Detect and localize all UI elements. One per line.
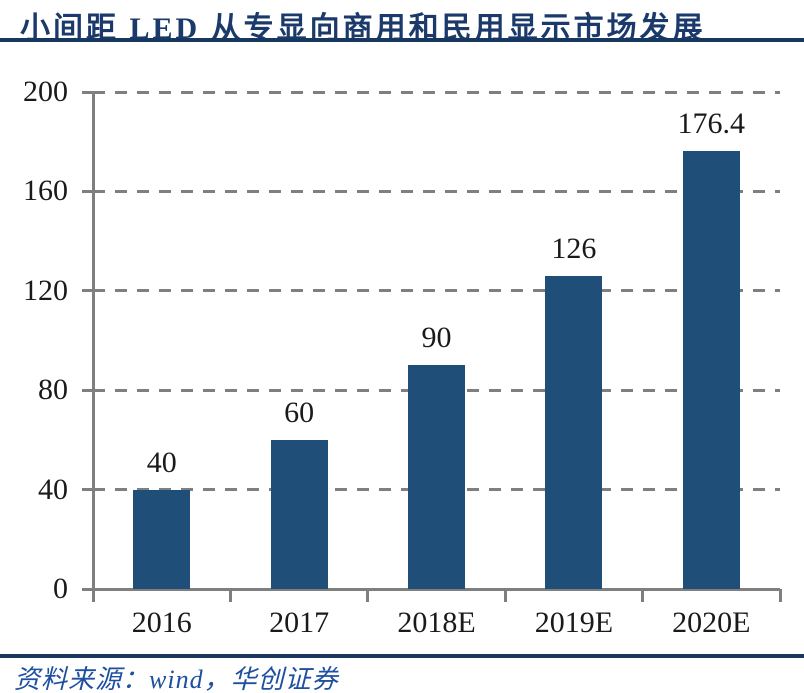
x-axis-category-label: 2018E xyxy=(397,606,476,639)
y-axis-tick-label: 160 xyxy=(23,174,68,208)
bar-value-label: 60 xyxy=(284,395,315,429)
y-axis-tick-label: 200 xyxy=(23,75,68,108)
x-axis-tick xyxy=(778,589,782,602)
x-axis-line xyxy=(93,588,780,591)
source-note: 资料来源：wind，华创证券 xyxy=(14,665,339,693)
x-axis-tick xyxy=(641,589,645,602)
y-axis-tick-label: 40 xyxy=(38,472,68,506)
bar-value-label: 176.4 xyxy=(677,106,746,140)
y-axis-tick-label: 80 xyxy=(38,373,68,407)
x-axis-tick xyxy=(503,589,507,602)
bar-2017 xyxy=(270,439,328,589)
x-axis-category-label: 2016 xyxy=(131,606,192,639)
x-axis-tick xyxy=(366,589,370,602)
y-axis-line xyxy=(92,92,95,602)
gridline-160 xyxy=(93,189,780,193)
bar-value-label: 126 xyxy=(551,231,597,265)
bar-2016 xyxy=(133,489,191,589)
gridline-200 xyxy=(93,90,780,94)
x-axis-tick xyxy=(91,589,95,602)
gridline-120 xyxy=(93,289,780,293)
y-axis-tick-label: 120 xyxy=(23,273,68,307)
bar-2019E xyxy=(545,275,603,589)
footer-rule xyxy=(0,654,804,658)
y-axis-tick-label: 0 xyxy=(53,572,68,605)
bar-value-label: 90 xyxy=(421,321,452,355)
title-underline-rule xyxy=(0,38,804,42)
x-axis-category-label: 2020E xyxy=(672,606,751,639)
bar-value-label: 40 xyxy=(146,445,177,479)
x-axis-category-label: 2019E xyxy=(534,606,614,639)
x-axis-category-label: 2017 xyxy=(269,606,330,639)
bar-2020E xyxy=(682,150,740,589)
bar-2018E xyxy=(408,365,465,589)
x-axis-tick xyxy=(228,589,232,602)
